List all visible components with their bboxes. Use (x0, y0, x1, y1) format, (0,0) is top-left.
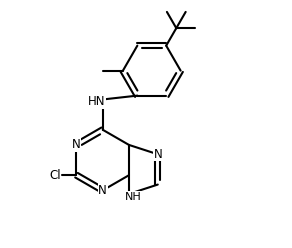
Text: N: N (98, 184, 107, 197)
Text: NH: NH (125, 192, 142, 202)
Text: Cl: Cl (49, 169, 61, 182)
Text: N: N (153, 148, 162, 161)
Text: N: N (72, 138, 81, 152)
Text: HN: HN (88, 95, 105, 108)
